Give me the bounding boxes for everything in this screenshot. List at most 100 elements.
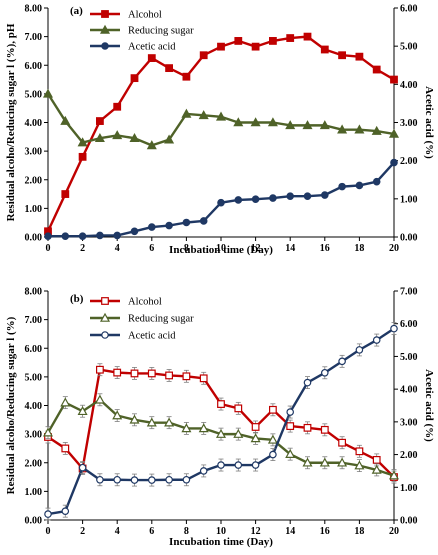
legend-label: Acetic acid: [128, 42, 176, 53]
data-point: [182, 72, 191, 81]
legend-marker: [101, 42, 109, 50]
series-reducing-sugar: [42, 88, 400, 150]
data-point: [215, 111, 227, 121]
x-tick-label: 12: [251, 526, 261, 537]
data-point: [286, 34, 295, 42]
x-tick-label: 10: [216, 243, 226, 254]
data-point: [267, 117, 278, 127]
x-tick-label: 2: [80, 243, 85, 254]
y-tick-label: 3.00: [25, 147, 43, 158]
data-point: [388, 470, 400, 480]
data-point: [130, 369, 139, 378]
x-tick-label: 6: [149, 526, 154, 537]
data-point: [355, 346, 364, 354]
x-tick-label: 6: [149, 243, 154, 254]
data-point: [129, 414, 140, 424]
legend-entry: Reducing sugar: [90, 24, 194, 37]
data-point: [165, 221, 173, 230]
y2-tick-label: 7.00: [400, 287, 418, 298]
data-point: [78, 152, 87, 161]
series-alcohol: [44, 32, 398, 236]
x-tick-label: 20: [389, 243, 399, 254]
data-point: [199, 51, 208, 60]
data-point: [130, 74, 139, 83]
data-point: [371, 125, 382, 135]
data-point: [198, 423, 209, 433]
data-point: [338, 182, 346, 191]
x-tick-label: 0: [46, 526, 51, 537]
y-tick-label: 4.00: [25, 401, 43, 412]
data-point: [165, 371, 174, 380]
data-point: [44, 510, 52, 518]
x-tick-label: 16: [320, 243, 330, 254]
y-tick-label: 1.00: [25, 487, 43, 498]
data-point: [267, 434, 278, 444]
legend-entry: Acetic acid: [90, 42, 176, 53]
x-tick-label: 8: [184, 243, 189, 254]
x-tick-label: 4: [115, 243, 120, 254]
data-point: [390, 158, 398, 167]
y-tick-label: 7.00: [25, 315, 43, 326]
y2-tick-label: 0.00: [400, 516, 418, 527]
data-point: [113, 475, 122, 484]
x-axis-label: Incubation time (Day): [169, 244, 273, 256]
data-point: [250, 117, 261, 127]
data-point: [44, 232, 52, 241]
data-point: [61, 232, 70, 241]
x-tick-label: 20: [389, 526, 399, 537]
y-tick-label: 2.00: [25, 458, 43, 469]
y2-tick-label: 5.00: [400, 352, 418, 363]
y2-axis-label: Acetic acid (%): [423, 369, 435, 442]
data-point: [286, 192, 295, 200]
data-point: [303, 192, 312, 200]
data-point: [217, 461, 225, 469]
data-point: [42, 88, 54, 98]
data-point: [302, 457, 313, 467]
series-reducing-sugar: [42, 393, 400, 483]
legend-entry: Reducing sugar: [90, 312, 194, 325]
data-point: [234, 404, 243, 413]
data-point: [390, 324, 398, 333]
data-point: [95, 365, 104, 374]
data-point: [113, 231, 122, 240]
x-tick-label: 16: [320, 526, 330, 537]
data-point: [146, 140, 157, 150]
data-point: [233, 428, 244, 438]
legend-marker: [99, 24, 111, 34]
data-point: [337, 457, 348, 467]
x-tick-label: 8: [184, 526, 189, 537]
x-tick-label: 18: [354, 243, 364, 254]
data-point: [148, 476, 156, 484]
y2-tick-label: 2.00: [400, 450, 418, 461]
data-point: [130, 476, 139, 484]
data-point: [61, 507, 70, 515]
x-tick-label: 14: [285, 243, 295, 254]
legend-marker: [101, 297, 109, 305]
data-point: [60, 115, 71, 125]
x-tick-label: 14: [285, 526, 295, 537]
x-tick-label: 10: [216, 526, 226, 537]
data-point: [303, 423, 312, 432]
data-point: [251, 461, 260, 469]
data-point: [146, 417, 157, 427]
data-point: [113, 102, 122, 111]
legend-label: Reducing sugar: [128, 26, 194, 37]
data-point: [181, 423, 192, 433]
y-tick-label: 5.00: [25, 89, 43, 100]
legend-entry: Alcohol: [90, 10, 162, 21]
data-point: [338, 357, 346, 366]
series-acetic-acid: [44, 158, 398, 241]
data-point: [250, 433, 261, 443]
x-axis-label: Incubation time (Day): [169, 536, 273, 548]
y2-tick-label: 3.00: [400, 417, 418, 428]
data-point: [148, 223, 156, 231]
data-point: [78, 463, 87, 472]
y-tick-label: 0.00: [25, 516, 43, 527]
x-tick-label: 4: [115, 526, 120, 537]
data-point: [269, 450, 277, 459]
y-tick-label: 2.00: [25, 175, 43, 186]
legend-label: Alcohol: [128, 10, 162, 21]
y-tick-label: 1.00: [25, 204, 43, 215]
